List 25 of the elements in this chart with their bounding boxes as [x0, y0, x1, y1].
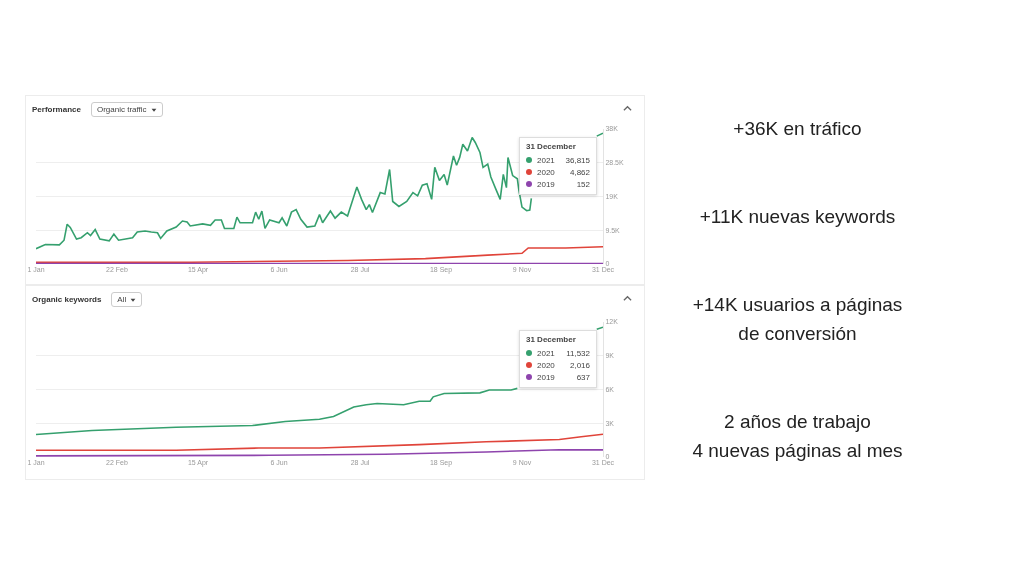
annotation: 2,016: [569, 360, 590, 370]
chart-title: Performance: [32, 105, 81, 114]
line-series: [36, 245, 603, 264]
chart-subtitle: Organic traffic: [96, 105, 147, 114]
legend-label: 2021: [537, 155, 555, 165]
text: +14K usuarios a páginas de conversión: [691, 293, 904, 346]
legend-label: 2020: [537, 360, 555, 370]
text: +11K nuevas keywords: [698, 205, 897, 229]
annotation: 637: [576, 372, 590, 382]
legend-label: 2021: [537, 348, 555, 358]
legend-title: 31 December: [526, 335, 577, 344]
text: 2 años de trabajo 4 nuevas páginas al mes: [691, 410, 904, 463]
annotation: 36,815: [565, 155, 590, 165]
chart-title: Organic keywords: [32, 295, 102, 304]
annotation: 152: [576, 179, 590, 189]
line-series: [36, 448, 603, 457]
chart-subtitle: All: [117, 295, 127, 304]
legend-label: 2019: [537, 179, 555, 189]
legend-label: 2019: [537, 372, 555, 382]
annotation: 4,862: [569, 167, 590, 177]
line-series: [36, 433, 603, 452]
legend-title: 31 December: [526, 142, 577, 151]
text: +36K en tráfico: [732, 117, 863, 141]
annotation: 11,532: [566, 348, 590, 358]
legend-label: 2020: [537, 167, 555, 177]
